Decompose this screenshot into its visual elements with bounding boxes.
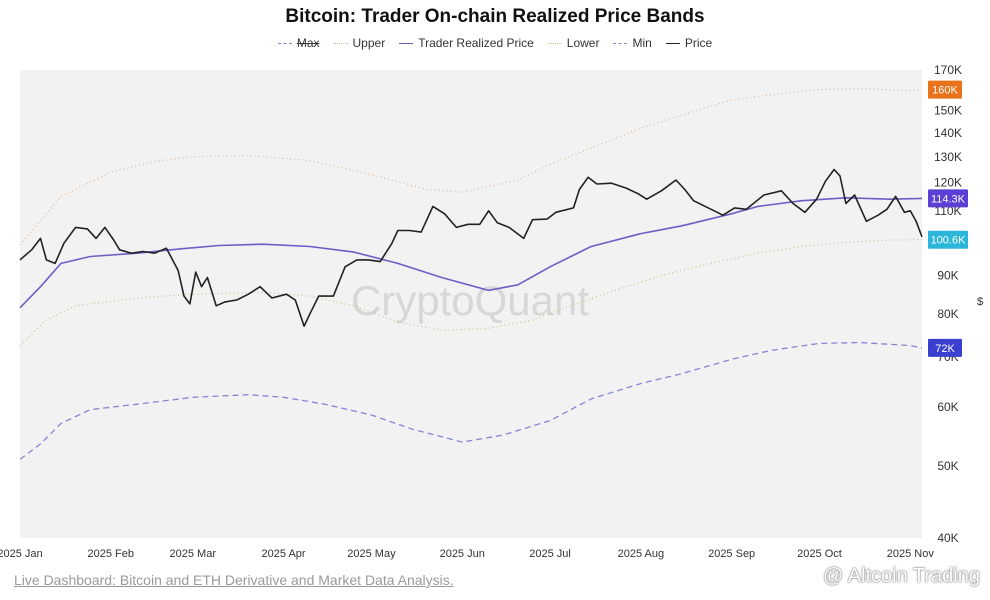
legend-label: Upper (352, 36, 386, 50)
y-tick-label: 80K (937, 307, 958, 321)
legend-item-upper[interactable]: Upper (333, 36, 386, 50)
x-tick-label: 2025 Aug (618, 548, 665, 560)
altcoin-trading-watermark: @ Altcoin Trading (822, 565, 980, 587)
x-tick-label: 2025 Apr (262, 548, 306, 560)
y-tick-label: 130K (934, 150, 962, 164)
legend-label: Price (684, 36, 713, 50)
legend-swatch (613, 42, 628, 44)
legend-label: Trader Realized Price (418, 36, 534, 50)
x-tick-label: 2025 Sep (708, 548, 755, 560)
y-axis-label: $ (977, 296, 983, 308)
x-tick-label: 2025 Oct (797, 548, 842, 560)
series-line-trader-realized-price (19, 197, 923, 309)
series-line-max (19, 341, 923, 460)
y-tick-label: 150K (934, 103, 962, 117)
value-badge (928, 338, 962, 357)
x-tick-label: 2025 Feb (88, 548, 134, 560)
legend-item-max[interactable]: Max (277, 36, 320, 50)
legend-label: Max (296, 36, 320, 50)
y-tick-label: 60K (937, 400, 958, 414)
x-tick-label: 2025 May (347, 548, 396, 560)
value-badge-label: 100.6K (931, 235, 967, 247)
x-tick-label: 2025 Jan (0, 548, 43, 560)
series-line-price (19, 168, 923, 327)
legend-swatch (399, 42, 414, 44)
y-tick-label: 40K (937, 531, 958, 545)
value-badge-label: 160K (932, 85, 958, 97)
value-badge (928, 230, 968, 249)
legend-item-trader-realized-price[interactable]: Trader Realized Price (399, 36, 534, 50)
legend-item-lower[interactable]: Lower (547, 36, 600, 50)
value-badge-label: 114.3K (931, 193, 966, 205)
legend-swatch (333, 42, 348, 44)
legend-label: Lower (566, 36, 600, 50)
legend-label: Min (632, 36, 652, 50)
legend-swatch (277, 42, 292, 44)
y-tick-label: 140K (934, 126, 962, 140)
x-tick-label: 2025 Jun (440, 548, 485, 560)
value-badge (928, 189, 968, 208)
y-tick-label: 50K (937, 459, 958, 473)
value-badge (928, 80, 962, 99)
legend-swatch (665, 42, 680, 44)
chart-title: Bitcoin: Trader On-chain Realized Price … (285, 6, 705, 27)
plot-area (20, 70, 922, 538)
live-dashboard-link[interactable]: Live Dashboard: Bitcoin and ETH Derivati… (14, 572, 454, 588)
legend-swatch (547, 42, 562, 44)
y-tick-label: 170K (934, 63, 962, 77)
x-tick-label: 2025 Jul (529, 548, 571, 560)
value-badge-label: 72K (935, 343, 955, 355)
watermark-text: CryptoQuant (351, 277, 589, 324)
y-tick-label: 120K (934, 176, 962, 190)
legend-item-price[interactable]: Price (665, 36, 713, 50)
series-line-upper (19, 87, 923, 246)
legend-item-min[interactable]: Min (613, 36, 652, 50)
y-tick-label: 90K (937, 269, 958, 283)
x-tick-label: 2025 Nov (887, 548, 935, 560)
chart-legend: Max Upper Trader Realized Price Lower Min Pri… (0, 36, 990, 50)
x-tick-label: 2025 Mar (170, 548, 217, 560)
